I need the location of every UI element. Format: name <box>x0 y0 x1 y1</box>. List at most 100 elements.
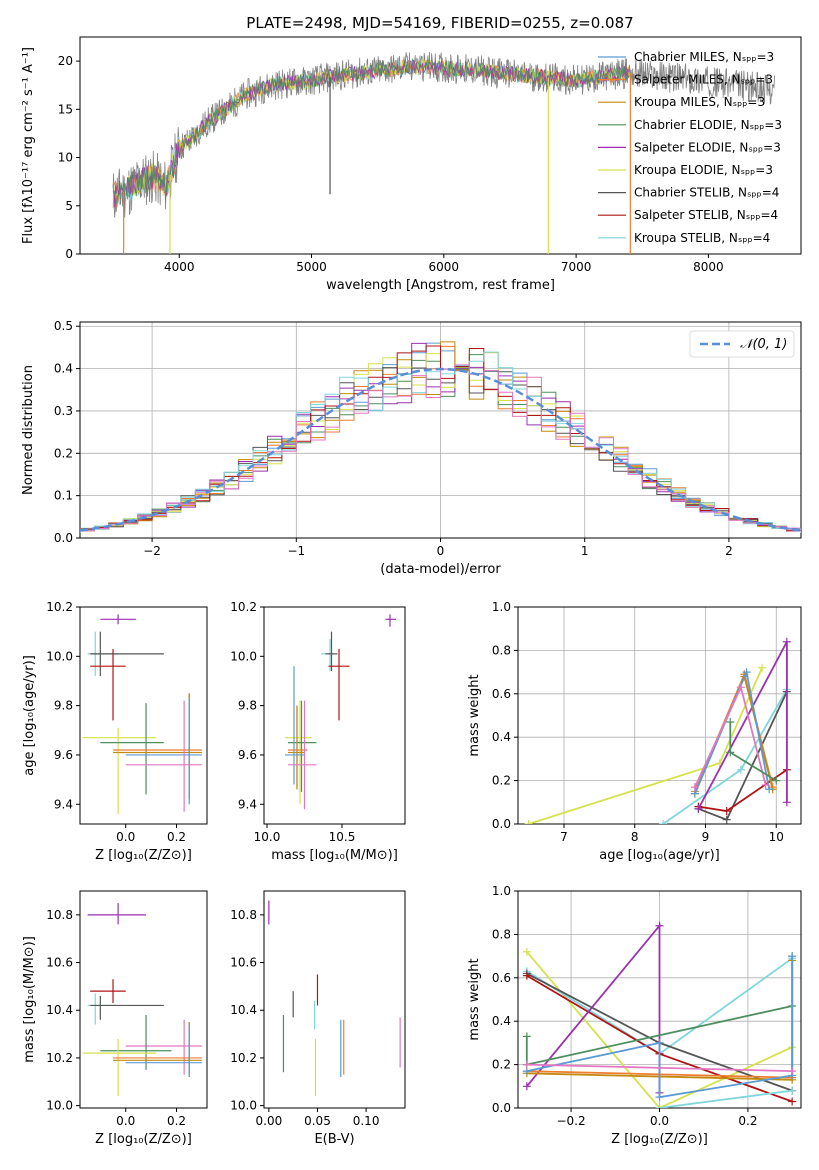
mass-weight-marker <box>726 718 735 727</box>
mass-weight-marker <box>659 820 668 824</box>
y-tick-label: 9.4 <box>54 797 73 811</box>
mass-weight-marker <box>726 748 735 757</box>
x-axis-label: wavelength [Angstrom, rest frame] <box>326 278 555 293</box>
legend-label: Kroupa ELODIE, Nₛₚₚ=3 <box>634 163 773 177</box>
mass-weight-marker <box>655 921 664 930</box>
y-tick-label: 0.0 <box>54 531 73 545</box>
mass-vs-metallicity-chart: 0.0 0.2 10.0 10.2 10.4 10.6 10.8 Z [log₁₀(Z/Z⊙)… <box>22 890 208 1147</box>
mass-weight-marker <box>694 804 703 813</box>
spectrum-model-line <box>112 58 630 205</box>
mass-weight-marker <box>788 1086 797 1095</box>
age-vs-metallicity-chart: 0.0 0.2 9.4 9.6 9.8 10.0 10.2 Z [log₁₀(Z/Z⊙)] ag… <box>22 600 208 863</box>
y-tick-label: 0 <box>65 247 73 261</box>
x-axis-label: E(B-V) <box>314 1132 354 1147</box>
x-tick-label: 10.0 <box>254 830 281 844</box>
legend-box <box>689 330 795 358</box>
y-tick-label: 10.8 <box>230 908 257 922</box>
x-axis-label: Z [log₁₀(Z/Z⊙)] <box>95 848 192 863</box>
legend-label: Chabrier ELODIE, Nₛₚₚ=3 <box>634 118 782 132</box>
legend-label: Chabrier MILES, Nₛₚₚ=3 <box>634 50 774 64</box>
plot-area <box>522 921 797 1108</box>
legend-label: Salpeter MILES, Nₛₚₚ=3 <box>634 73 773 87</box>
y-tick-label: 10.2 <box>46 600 73 614</box>
x-tick-label: 0.05 <box>304 1114 331 1128</box>
y-tick-label: 0.0 <box>492 817 511 831</box>
y-tick-label: 0.4 <box>54 362 73 376</box>
x-tick-label: 0.0 <box>650 1114 669 1128</box>
mass-weight-line <box>526 1063 793 1072</box>
y-tick-label: 10.4 <box>46 1003 73 1017</box>
y-tick-label: 10.6 <box>46 956 73 970</box>
y-tick-label: 1.0 <box>492 884 511 898</box>
legend-label: Chabrier STELIB, Nₛₚₚ=4 <box>634 186 779 200</box>
y-tick-label: 10.0 <box>230 1099 257 1113</box>
mass-weight-marker <box>736 765 745 774</box>
mass-weight-marker <box>524 820 533 824</box>
mass-weight-marker <box>758 663 767 672</box>
y-tick-label: 20 <box>58 54 73 68</box>
mass-weight-marker <box>522 971 531 980</box>
x-tick-label: 9 <box>702 830 710 844</box>
x-tick-label: 8 <box>631 830 639 844</box>
mass-weight-marker <box>736 683 745 692</box>
y-axis-label: mass weight <box>467 674 482 756</box>
y-axis-label: age [log₁₀(age/yr)] <box>22 655 37 776</box>
x-axis-label: Z [log₁₀(Z/Z⊙)] <box>611 1132 708 1147</box>
x-tick-label: 1 <box>581 544 589 558</box>
normal-curve <box>80 367 801 532</box>
mass-weight-marker <box>782 798 791 807</box>
mass-weight-marker <box>655 1093 664 1102</box>
x-tick-label: 10 <box>769 830 784 844</box>
x-tick-label: 0.2 <box>738 1114 757 1128</box>
mass-weight-line <box>526 951 793 1108</box>
y-tick-label: 0.2 <box>492 1058 511 1072</box>
x-tick-label: 2 <box>725 544 733 558</box>
mass-vs-ebv-chart: 0.00 0.05 0.10 10.0 10.2 10.4 10.6 10.8 E(B-V) <box>230 890 406 1147</box>
spectrum-chart: 4000 5000 6000 7000 8000 0 5 10 15 20 wavelength [… <box>21 36 802 293</box>
y-axis-label: mass [log₁₀(M/M⊙)] <box>22 936 37 1063</box>
massweight-vs-metallicity-chart: −0.2 0.0 0.2 0.0 0.2 0.4 0.6 0.8 1.0 Z [log₁₀(Z/Z… <box>467 884 802 1147</box>
y-tick-label: 10.0 <box>46 1099 73 1113</box>
y-tick-label: 0.4 <box>492 730 511 744</box>
legend-label: Kroupa MILES, Nₛₚₚ=3 <box>634 95 765 109</box>
mass-weight-marker <box>655 1038 664 1047</box>
y-tick-label: 5 <box>65 199 73 213</box>
x-tick-label: 0.0 <box>116 830 135 844</box>
mass-weight-marker <box>522 947 531 956</box>
mass-weight-marker <box>722 806 731 815</box>
y-tick-label: 10 <box>58 151 73 165</box>
plot-area <box>112 51 775 254</box>
x-tick-label: 0.0 <box>116 1114 135 1128</box>
y-tick-label: 9.4 <box>238 797 257 811</box>
histogram-step-line <box>80 364 801 532</box>
x-tick-label: 0.00 <box>256 1114 283 1128</box>
x-tick-label: 10.5 <box>329 830 356 844</box>
axes-frame <box>263 890 406 1109</box>
plot-area <box>82 614 202 815</box>
y-tick-label: 10.2 <box>230 1051 257 1065</box>
y-tick-label: 15 <box>58 102 73 116</box>
legend-label: 𝒩(0, 1) <box>740 337 787 352</box>
x-tick-label: 0.2 <box>167 830 186 844</box>
x-tick-label: −2 <box>143 544 161 558</box>
x-tick-label: 4000 <box>164 260 195 274</box>
y-tick-label: 9.8 <box>54 699 73 713</box>
x-axis-label: (data-model)/error <box>380 562 501 577</box>
x-tick-label: 0.2 <box>167 1114 186 1128</box>
x-tick-label: 7 <box>560 830 568 844</box>
y-tick-label: 0.4 <box>492 1014 511 1028</box>
plot-area <box>268 900 401 1097</box>
residual-histogram-chart: −2 −1 0 1 2 0.0 0.1 0.2 0.3 0.4 0.5 (data-model)/er… <box>21 319 802 577</box>
axes-frame <box>79 36 802 255</box>
axes-frame <box>517 606 802 825</box>
x-tick-label: 0 <box>437 544 445 558</box>
mass-weight-marker <box>765 785 774 794</box>
mass-weight-marker <box>722 815 731 824</box>
mass-weight-marker <box>788 952 797 961</box>
x-tick-label: 7000 <box>561 260 592 274</box>
mass-weight-marker <box>655 1104 664 1108</box>
mass-weight-marker <box>782 637 791 646</box>
y-tick-label: 0.2 <box>492 774 511 788</box>
y-tick-label: 0.0 <box>492 1101 511 1115</box>
